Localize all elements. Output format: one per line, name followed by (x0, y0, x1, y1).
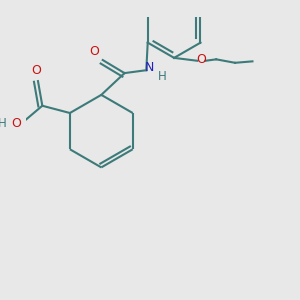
Text: N: N (145, 61, 154, 74)
Text: O: O (196, 53, 206, 66)
Text: O: O (32, 64, 41, 76)
Text: O: O (89, 45, 99, 58)
Text: H: H (158, 70, 167, 83)
Text: O: O (11, 117, 21, 130)
Text: H: H (0, 117, 7, 130)
